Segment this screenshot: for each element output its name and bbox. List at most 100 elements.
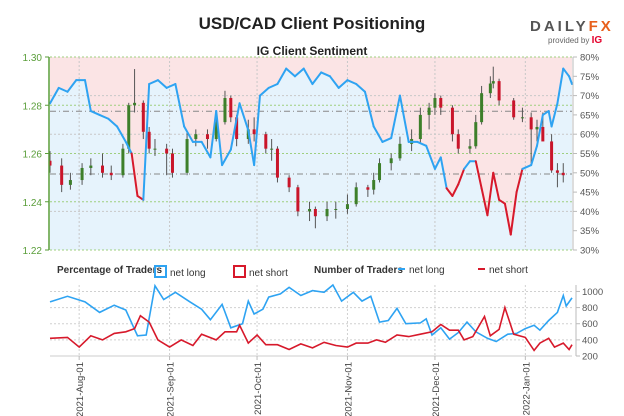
bull-candle xyxy=(372,180,376,190)
bull-candle xyxy=(491,81,495,84)
sentiment-line-segment xyxy=(337,79,349,89)
sentiment-line-segment xyxy=(215,110,224,167)
bull-candle xyxy=(121,148,125,176)
count-tick-label: 400 xyxy=(582,335,598,346)
count-tick-label: 200 xyxy=(582,352,598,363)
sentiment-line-segment xyxy=(521,164,533,170)
net-long-count-line xyxy=(49,283,573,343)
sentiment-line-segment xyxy=(253,94,261,167)
sentiment-line-segment xyxy=(221,148,232,167)
sentiment-line-segment xyxy=(433,156,442,170)
sentiment-line-segment xyxy=(200,140,212,159)
bull-candle xyxy=(535,126,539,130)
main-chart-title: IG Client Sentiment xyxy=(256,44,368,58)
bull-candle xyxy=(153,148,157,150)
sentiment-line-segment xyxy=(530,144,539,167)
legend-pct-long: net long xyxy=(154,265,206,279)
bull-candle xyxy=(194,134,198,140)
price-tick-label: 1.26 xyxy=(23,150,43,161)
sentiment-line-segment xyxy=(439,156,448,190)
bull-candle xyxy=(488,83,492,94)
pct-tick-label: 45% xyxy=(580,188,600,199)
bull-candle xyxy=(127,105,131,149)
bear-candle xyxy=(100,165,104,173)
bear-candle xyxy=(450,107,454,135)
bull-candle xyxy=(68,180,72,185)
bull-candle xyxy=(325,208,329,217)
sentiment-line-segment xyxy=(209,110,218,159)
bull-candle xyxy=(345,204,349,209)
sentiment-line-segment xyxy=(258,86,270,97)
sentiment-line-segment xyxy=(445,187,454,197)
bull-candle xyxy=(334,208,338,210)
legend-num-title: Number of Traders xyxy=(314,265,403,276)
sentiment-line-segment xyxy=(398,94,410,143)
sentiment-line-segment xyxy=(293,67,305,78)
sentiment-line-segment xyxy=(148,79,159,86)
bear-candle xyxy=(264,134,268,149)
sentiment-line-segment xyxy=(547,110,553,128)
pct-tick-label: 70% xyxy=(580,91,600,102)
bull-candle xyxy=(378,163,382,181)
sentiment-line-segment xyxy=(355,83,366,93)
pct-tick-label: 50% xyxy=(580,168,600,179)
price-tick-label: 1.30 xyxy=(23,53,43,64)
bull-candle xyxy=(474,122,478,147)
count-tick-label: 1000 xyxy=(582,287,603,298)
logo-fx: FX xyxy=(588,18,614,35)
pct-tick-label: 35% xyxy=(580,226,600,237)
bull-candle xyxy=(389,158,393,164)
sentiment-line-segment xyxy=(136,194,145,201)
sentiment-line-segment xyxy=(165,83,177,89)
bear-candle xyxy=(229,98,233,118)
bull-candle xyxy=(418,114,422,140)
net-short-count-line xyxy=(49,304,573,352)
sentiment-line-segment xyxy=(302,67,314,86)
count-tick-label: 800 xyxy=(582,303,598,314)
bear-candle xyxy=(48,160,52,166)
sentiment-line-segment xyxy=(285,67,296,78)
provided-by-text: provided by xyxy=(548,36,590,45)
sentiment-line-segment xyxy=(381,137,393,143)
sentiment-line-segment xyxy=(174,83,186,128)
legend-num-short-label: net short xyxy=(489,265,528,276)
ig-logo: IG xyxy=(591,35,603,46)
pct-tick-label: 40% xyxy=(580,207,600,218)
bear-candle xyxy=(529,117,533,130)
sentiment-line-segment xyxy=(372,125,384,143)
sentiment-line-segment xyxy=(124,140,133,155)
bear-candle xyxy=(296,187,300,212)
bear-candle xyxy=(147,131,151,149)
sentiment-line-segment xyxy=(562,67,571,78)
bear-candle xyxy=(287,177,291,188)
sentiment-line-segment xyxy=(238,102,250,132)
legend-pct-short: net short xyxy=(233,265,288,279)
sentiment-line-segment xyxy=(267,83,279,89)
sentiment-line-segment xyxy=(463,160,471,170)
sentiment-line-segment xyxy=(276,67,288,86)
net-long-square-icon xyxy=(154,265,167,278)
date-tick-label: 2021-Sep-01 xyxy=(166,362,177,416)
bull-candle xyxy=(308,208,312,212)
sentiment-line-segment xyxy=(66,79,78,93)
sentiment-line-segment xyxy=(486,171,495,217)
logo-daily: DAILY xyxy=(530,18,589,35)
sentiment-line-segment xyxy=(107,117,119,128)
date-tick-label: 2021-Oct-01 xyxy=(253,362,264,415)
sentiment-line-segment xyxy=(536,113,544,147)
date-tick-label: 2021-Nov-01 xyxy=(343,362,354,416)
sentiment-line-segment xyxy=(49,86,60,105)
bear-candle xyxy=(512,100,516,118)
long-region xyxy=(50,68,572,250)
legend-pct-long-label: net long xyxy=(170,268,206,279)
sentiment-line-segment xyxy=(183,125,194,143)
pct-tick-label: 55% xyxy=(580,149,600,160)
sentiment-line-segment xyxy=(57,86,69,93)
legend-num-long-label: net long xyxy=(409,265,445,276)
sentiment-line-segment xyxy=(229,102,241,151)
legend-num-short: net short xyxy=(478,265,528,276)
price-tick-label: 1.22 xyxy=(23,246,43,257)
count-tick-label: 600 xyxy=(582,319,598,330)
